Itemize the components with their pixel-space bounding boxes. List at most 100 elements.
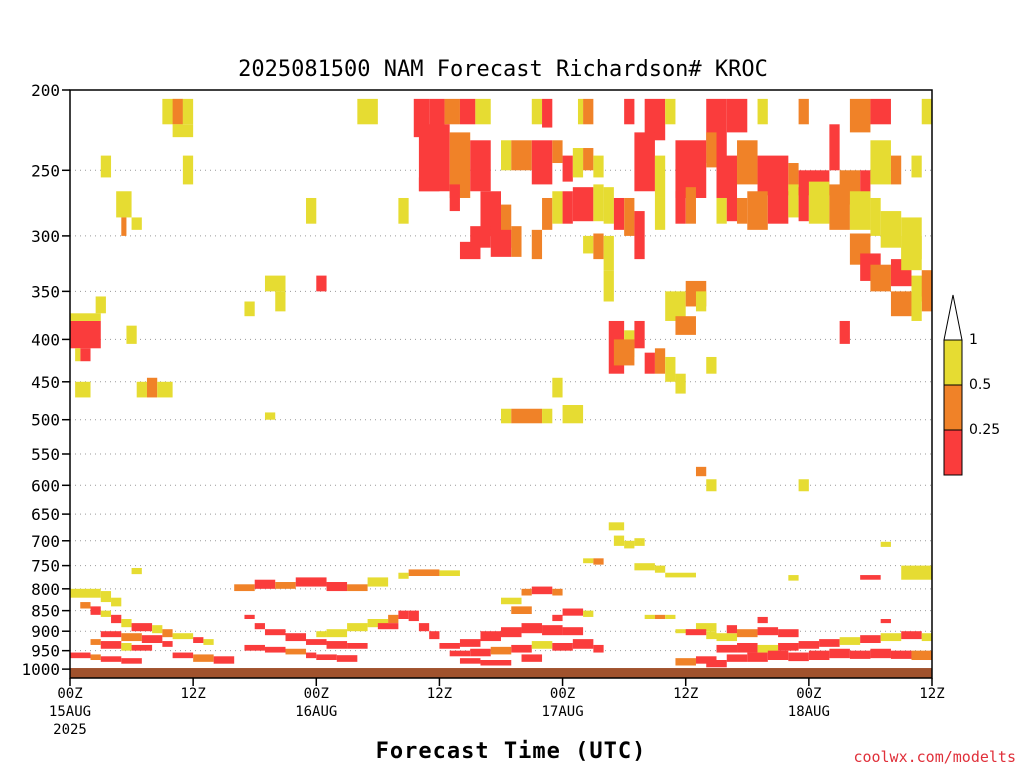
heatmap-cell bbox=[778, 629, 799, 638]
heatmap-cell bbox=[911, 155, 922, 178]
heatmap-cell bbox=[459, 98, 476, 125]
heatmap-cell bbox=[634, 563, 655, 571]
x-tick-label: 12Z bbox=[919, 686, 944, 702]
heatmap-cell bbox=[480, 631, 501, 642]
heatmap-cell bbox=[654, 155, 666, 198]
heatmap-cell bbox=[695, 623, 717, 632]
heatmap-cell bbox=[798, 187, 809, 222]
heatmap-cell bbox=[767, 191, 789, 224]
heatmap-cell bbox=[521, 654, 543, 662]
heatmap-cell bbox=[901, 565, 932, 580]
heatmap-cell bbox=[90, 639, 101, 645]
heatmap-cell bbox=[100, 631, 122, 638]
heatmap-cell bbox=[531, 98, 543, 125]
heatmap-cell bbox=[501, 408, 512, 424]
heatmap-cell bbox=[542, 98, 553, 128]
heatmap-cell bbox=[398, 197, 409, 224]
y-tick-label: 650 bbox=[31, 505, 60, 524]
heatmap-cell bbox=[326, 641, 348, 649]
heatmap-cell bbox=[829, 184, 850, 230]
heatmap-cell bbox=[90, 606, 101, 615]
heatmap-cell bbox=[172, 124, 194, 138]
heatmap-cell bbox=[531, 641, 553, 649]
heatmap-cell bbox=[429, 98, 445, 128]
heatmap-cell bbox=[706, 631, 717, 640]
heatmap-cell bbox=[377, 623, 399, 630]
heatmap-cell bbox=[136, 381, 147, 398]
heatmap-cell bbox=[449, 132, 471, 198]
heatmap-cell bbox=[685, 629, 707, 636]
heatmap-cell bbox=[593, 558, 604, 565]
heatmap-cell bbox=[901, 631, 922, 640]
heatmap-cell bbox=[788, 163, 799, 196]
heatmap-cell bbox=[829, 648, 850, 659]
heatmap-cell bbox=[111, 597, 122, 607]
heatmap-cell bbox=[634, 132, 655, 192]
heatmap-cell bbox=[347, 584, 368, 592]
heatmap-cell bbox=[121, 619, 132, 628]
heatmap-cell bbox=[890, 650, 912, 659]
heatmap-cell bbox=[572, 187, 594, 222]
x-axis-ticks: 00Z 15AUG 2025 12Z 00Z 16AUG 12Z 00Z 17AUG 12Z 00Z… bbox=[49, 678, 945, 738]
x-tick-label: 17AUG bbox=[541, 704, 583, 720]
heatmap-cell bbox=[562, 608, 584, 616]
colorbar-bin bbox=[943, 339, 963, 386]
heatmap-cell bbox=[767, 650, 789, 661]
heatmap-cell bbox=[757, 627, 779, 636]
heatmap-cell bbox=[860, 575, 881, 580]
heatmap-cell bbox=[131, 623, 153, 632]
heatmap-cell bbox=[706, 132, 717, 168]
heatmap-cell bbox=[95, 296, 106, 314]
y-tick-label: 250 bbox=[31, 161, 60, 180]
heatmap-cell bbox=[860, 170, 871, 198]
heatmap-cell bbox=[244, 614, 255, 620]
x-tick-label: 15AUG bbox=[49, 704, 91, 720]
heatmap-cell bbox=[880, 619, 891, 624]
heatmap-cell bbox=[726, 195, 738, 222]
heatmap-cell bbox=[757, 98, 768, 125]
heatmap-cell bbox=[695, 656, 717, 664]
heatmap-cell bbox=[475, 98, 491, 125]
heatmap-cell bbox=[439, 643, 460, 649]
heatmap-cell bbox=[613, 197, 625, 230]
y-tick-label: 550 bbox=[31, 445, 60, 464]
heatmap-cell bbox=[839, 637, 861, 645]
x-tick-label: 00Z bbox=[796, 686, 821, 702]
y-tick-label: 900 bbox=[31, 622, 60, 641]
heatmap-cell bbox=[439, 570, 460, 577]
heatmap-cell bbox=[295, 577, 327, 587]
heatmap-cells bbox=[70, 98, 932, 668]
heatmap-cell bbox=[70, 320, 101, 349]
heatmap-cell bbox=[521, 623, 543, 634]
heatmap-cell bbox=[603, 187, 614, 224]
heatmap-cell bbox=[675, 191, 686, 224]
heatmap-cell bbox=[737, 197, 748, 224]
x-axis-label: Forecast Time (UTC) bbox=[376, 739, 647, 764]
heatmap-cell bbox=[654, 565, 666, 573]
heatmap-cell bbox=[583, 98, 594, 125]
heatmap-cell bbox=[521, 588, 532, 596]
heatmap-cell bbox=[737, 629, 758, 638]
heatmap-cell bbox=[470, 140, 491, 192]
heatmap-cell bbox=[849, 191, 871, 230]
heatmap-cell bbox=[444, 98, 460, 125]
heatmap-cell bbox=[788, 652, 809, 662]
heatmap-cell bbox=[172, 633, 194, 640]
heatmap-cell bbox=[182, 155, 194, 185]
x-tick-label: 00Z bbox=[550, 686, 575, 702]
heatmap-cell bbox=[501, 140, 512, 171]
heatmap-cell bbox=[726, 654, 748, 662]
heatmap-cell bbox=[275, 582, 296, 589]
heatmap-cell bbox=[90, 654, 101, 661]
heatmap-cell bbox=[306, 197, 317, 224]
colorbar-bin bbox=[943, 429, 963, 476]
heatmap-cell bbox=[285, 633, 307, 642]
heatmap-cell bbox=[347, 643, 368, 649]
heatmap-cell bbox=[572, 639, 594, 649]
heatmap-cell bbox=[552, 140, 563, 164]
heatmap-cell bbox=[726, 98, 748, 133]
heatmap-cell bbox=[552, 643, 573, 651]
heatmap-cell bbox=[593, 644, 604, 653]
heatmap-cell bbox=[254, 623, 265, 630]
